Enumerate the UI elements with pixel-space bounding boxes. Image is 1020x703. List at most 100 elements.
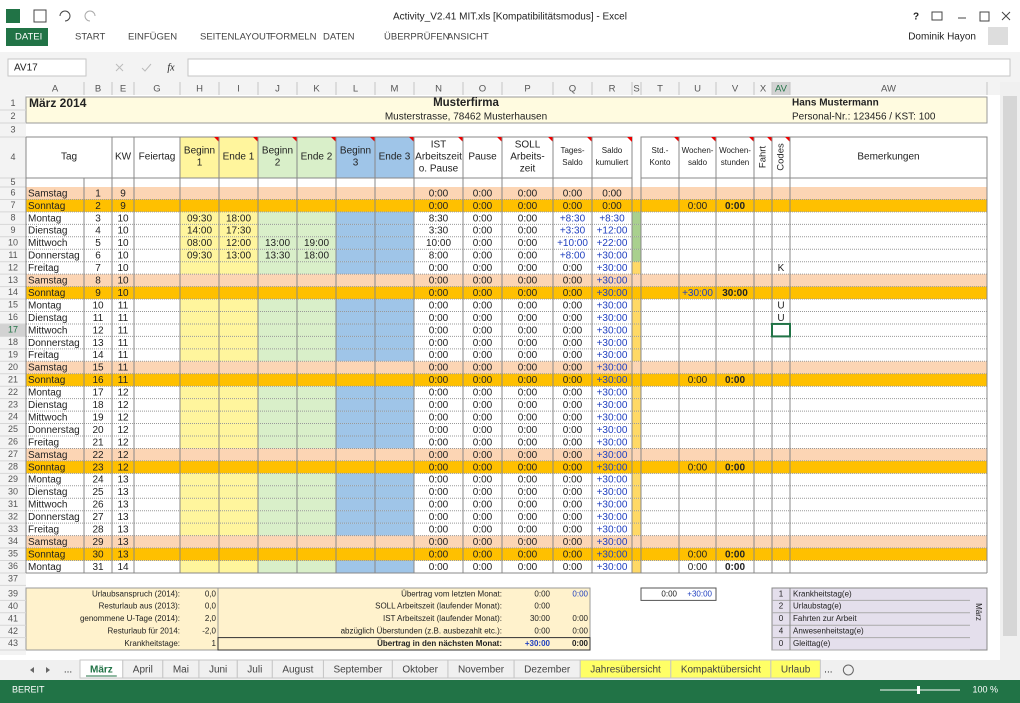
cell-text: 0:00	[602, 188, 622, 199]
cell-fill	[336, 473, 375, 486]
ribbon-tab[interactable]: ANSICHT	[447, 32, 489, 43]
cell-text: 17:30	[226, 226, 251, 237]
cell-text: +30:00	[597, 450, 628, 461]
column-letter: N	[435, 84, 442, 95]
cell-text: 0:00	[518, 213, 538, 224]
cell-fill	[336, 323, 375, 337]
ribbon-tab[interactable]: ÜBERPRÜFEN	[384, 32, 450, 43]
cell-fill	[180, 523, 219, 536]
sheet-tab[interactable]: Kompaktübersicht	[681, 665, 761, 676]
sheet-tab[interactable]: April	[133, 665, 153, 676]
cell-text: 28	[92, 525, 104, 536]
sheet-tab[interactable]: Jahresübersicht	[590, 665, 661, 676]
cell-text: 0:00	[429, 276, 449, 287]
sheet-tab[interactable]: August	[282, 665, 313, 676]
header-text: Std.-	[652, 146, 669, 155]
legend-box	[771, 587, 988, 651]
sheet-tab-bg	[770, 659, 821, 679]
comment-marker	[674, 137, 679, 142]
cancel-icon[interactable]	[115, 63, 124, 72]
cell-fill	[84, 286, 112, 300]
cell-text: 0:00	[429, 437, 449, 448]
cell-text: +30:00	[597, 325, 628, 336]
cell-fill	[258, 498, 297, 511]
sheet-tab[interactable]: Dezember	[524, 665, 571, 676]
cell-fill	[112, 448, 134, 461]
ribbon-tab[interactable]: SEITENLAYOUT	[200, 32, 272, 43]
cell-text: 0:00	[518, 487, 538, 498]
cell-fill	[375, 299, 414, 312]
column-letter: P	[524, 84, 530, 95]
formula-input[interactable]	[187, 58, 1011, 77]
header-cell	[462, 136, 503, 179]
cell-fill	[641, 448, 679, 461]
cell-fill	[632, 473, 641, 486]
sheet-tab[interactable]: November	[458, 665, 505, 676]
cell-fill	[219, 311, 258, 324]
cell-fill	[375, 199, 414, 212]
undo-icon[interactable]	[59, 10, 71, 22]
add-sheet[interactable]	[842, 664, 854, 676]
redo-icon[interactable]	[84, 10, 96, 22]
cell-fill	[632, 348, 641, 362]
ribbon-tab[interactable]: DATEI	[15, 32, 42, 43]
cell-fill	[502, 187, 553, 200]
column-letter: M	[391, 84, 399, 95]
cell-text: 0:00	[518, 562, 538, 573]
ribbon-tab[interactable]: DATEN	[323, 32, 355, 43]
ribbon-tab[interactable]: EINFÜGEN	[128, 32, 177, 43]
sheet-tab[interactable]: Juni	[209, 665, 227, 676]
cell-text: 11	[118, 338, 129, 349]
cell-text: 0:00	[563, 188, 583, 199]
cell-text: 11	[118, 325, 129, 336]
user-avatar[interactable]	[988, 27, 1008, 45]
cell-text: Donnerstag	[28, 425, 80, 436]
cell-text: 0:00	[473, 412, 493, 423]
ribbon-tab[interactable]: START	[75, 32, 105, 43]
cell-fill	[258, 348, 297, 362]
excel-icon[interactable]	[6, 9, 20, 23]
user-name: Dominik Hayon	[908, 32, 976, 43]
cell-text: Montag	[28, 388, 61, 399]
tab-nav[interactable]	[30, 667, 50, 673]
cell-fill	[180, 510, 219, 524]
cell-fill	[180, 498, 219, 511]
cell-text: 11	[118, 363, 129, 374]
sheet-tab[interactable]: September	[333, 665, 383, 676]
header-text: Ende 3	[379, 152, 411, 163]
cell-text: 3:30	[429, 226, 449, 237]
ribbon-options[interactable]	[931, 11, 943, 21]
cell-fill	[632, 236, 641, 250]
cell-text: 25	[92, 487, 104, 498]
sheet-tab[interactable]: März	[90, 665, 113, 676]
help[interactable]: ?	[913, 12, 919, 23]
cell-fill	[336, 249, 375, 262]
cell-fill	[258, 473, 297, 486]
sheet-tab[interactable]: Oktober	[402, 665, 438, 676]
cell-fill	[463, 535, 502, 549]
zoom-level: 100 %	[972, 684, 998, 694]
close[interactable]	[1001, 11, 1011, 21]
enter-icon[interactable]	[141, 63, 152, 72]
cell-fill	[463, 199, 502, 212]
cell-fill	[219, 348, 258, 362]
cell-text: 0:00	[563, 363, 583, 374]
cell-text: 13	[117, 525, 129, 536]
save-icon[interactable]	[33, 9, 47, 23]
header-text: Beginn	[184, 146, 215, 157]
maximize[interactable]	[979, 11, 990, 22]
sheet-tab[interactable]: Urlaub	[781, 665, 811, 676]
sheet-tab[interactable]: Mai	[173, 665, 189, 676]
sheet-tab[interactable]: Juli	[247, 665, 262, 676]
header-text: Feiertag	[139, 152, 176, 163]
fx-button[interactable]: fx	[167, 62, 175, 73]
ribbon-tab[interactable]: FORMELN	[270, 32, 317, 43]
cell-fill	[219, 523, 258, 536]
cell-fill	[180, 386, 219, 399]
cell-fill	[772, 187, 790, 200]
cell-fill	[180, 548, 219, 561]
cell-text: 0:00	[518, 276, 538, 287]
cell-fill	[632, 286, 641, 300]
cell-fill	[336, 199, 375, 212]
name-box[interactable]	[7, 58, 87, 77]
